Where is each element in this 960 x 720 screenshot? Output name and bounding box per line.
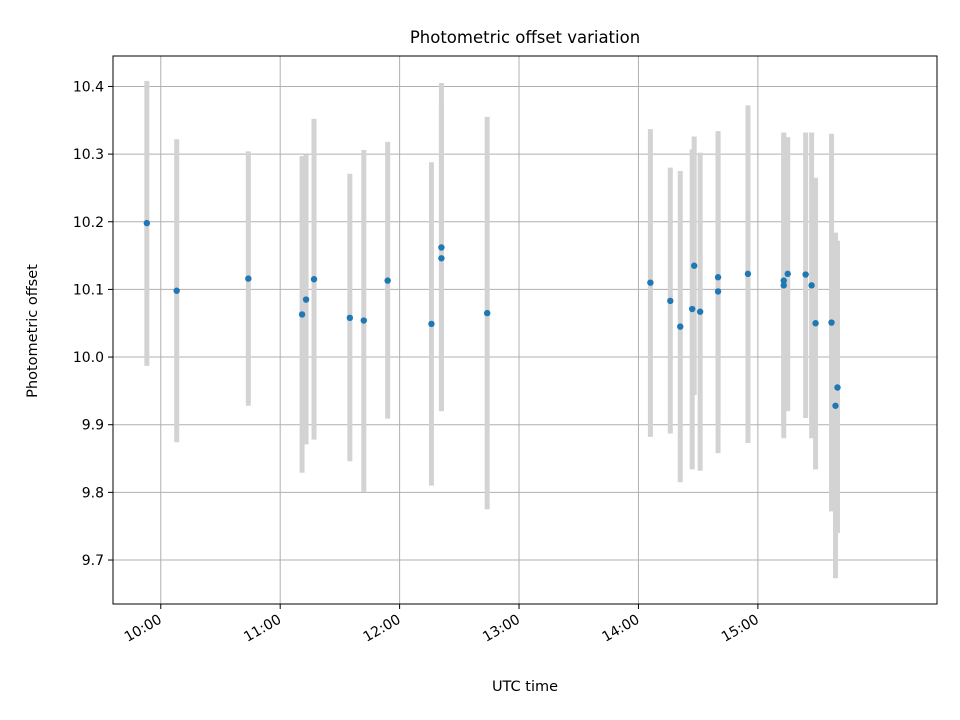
y-tick-label: 9.8 (82, 485, 104, 501)
data-point (832, 402, 839, 409)
data-point (714, 274, 722, 281)
x-tick-label: 14:00 (599, 612, 642, 646)
data-point (428, 320, 435, 328)
data-point (143, 219, 151, 227)
y-tick-label: 10.3 (73, 147, 104, 163)
data-point (346, 314, 354, 322)
data-point (780, 282, 787, 289)
data-point (360, 317, 367, 324)
plot-frame (112, 55, 938, 605)
x-tick-label: 10:00 (122, 612, 165, 646)
x-tick-label: 11:00 (241, 612, 284, 646)
data-point (438, 255, 445, 262)
data-point (173, 287, 180, 294)
y-tick-label: 10.4 (73, 79, 104, 95)
data-point (744, 270, 752, 278)
y-tick-label: 9.9 (82, 418, 104, 434)
x-axis-ticks: 10:00 11:00 12:00 13:00 14:00 15:00 (122, 604, 762, 646)
data-point (808, 282, 815, 289)
x-tick-label: 13:00 (480, 612, 523, 646)
data-point (812, 320, 819, 327)
data-point (714, 288, 722, 295)
error-bars (144, 81, 840, 579)
data-point (696, 308, 704, 315)
data-point (834, 384, 841, 391)
data-point (483, 309, 491, 317)
y-tick-label: 10.0 (73, 350, 104, 366)
y-axis-label: Photometric offset (25, 264, 41, 398)
y-tick-label: 9.7 (82, 553, 104, 569)
data-point (780, 277, 787, 284)
y-tick-label: 10.2 (73, 215, 104, 231)
chart-title: Photometric offset variation (410, 28, 640, 47)
data-point (802, 271, 809, 278)
data-point (298, 311, 306, 318)
data-point (784, 270, 791, 278)
data-point (667, 297, 674, 305)
data-point (302, 296, 310, 303)
data-point (677, 323, 684, 330)
data-point (310, 276, 318, 283)
x-tick-label: 12:00 (361, 612, 404, 646)
data-point (647, 279, 654, 286)
data-point (690, 262, 698, 269)
data-point (438, 244, 445, 251)
data-point (688, 305, 696, 313)
x-tick-label: 15:00 (719, 612, 762, 646)
x-axis-label: UTC time (492, 679, 558, 695)
y-axis-ticks: 9.7 9.8 9.9 10.0 10.1 10.2 10.3 10.4 (73, 79, 113, 569)
data-point (245, 275, 252, 282)
data-point (384, 277, 391, 284)
data-point (828, 319, 835, 326)
y-tick-label: 10.1 (73, 282, 104, 298)
data-points (143, 219, 841, 409)
